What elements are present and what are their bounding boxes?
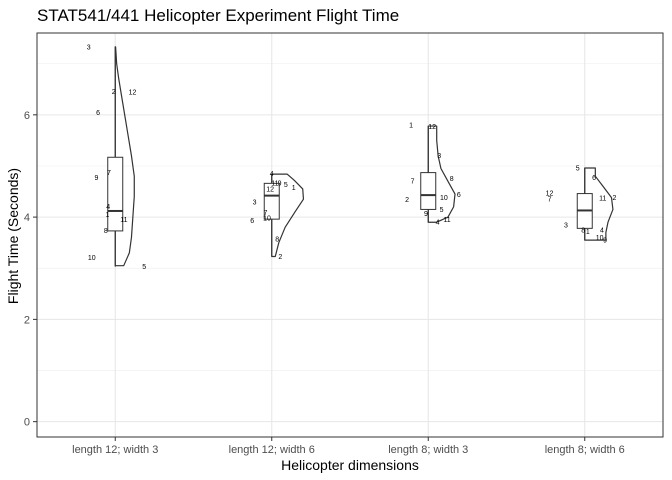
point-label: 7 xyxy=(411,178,415,185)
point-label: 3 xyxy=(87,44,91,51)
point-label: 2 xyxy=(112,89,116,96)
point-label: 12 xyxy=(266,186,274,193)
x-axis-title: Helicopter dimensions xyxy=(281,457,419,473)
y-tick-label: 2 xyxy=(24,314,30,326)
x-tick-label: length 8; width 6 xyxy=(545,444,625,456)
point-label: 5 xyxy=(284,182,288,189)
x-tick-label: length 12; width 3 xyxy=(72,444,158,456)
point-label: 11 xyxy=(271,180,278,187)
plot-panel xyxy=(37,33,663,437)
point-label: 11 xyxy=(120,217,127,224)
point-label: 6 xyxy=(592,175,596,182)
point-label: 6 xyxy=(457,192,461,199)
violin-plots xyxy=(114,46,614,267)
point-label: 6 xyxy=(96,110,100,117)
violin-shape xyxy=(271,173,305,258)
point-label: 1 xyxy=(292,185,296,192)
box-plots xyxy=(107,46,593,267)
point-label: 3 xyxy=(564,222,568,229)
point-label: 12 xyxy=(428,124,436,131)
point-label: 8 xyxy=(450,176,454,183)
point-label: 9 xyxy=(603,238,607,245)
violin-shape xyxy=(114,46,135,267)
box-body xyxy=(263,182,280,220)
point-label: 1 xyxy=(105,212,109,219)
point-label: 5 xyxy=(440,207,444,214)
x-tick-label: length 12; width 6 xyxy=(229,444,315,456)
point-label: 1 xyxy=(409,123,413,130)
point-label: 9 xyxy=(278,180,282,187)
y-tick-label: 0 xyxy=(24,417,30,429)
point-label: 9 xyxy=(95,175,99,182)
point-label: 6 xyxy=(250,218,254,225)
point-label: 2 xyxy=(613,195,617,202)
violin-shape xyxy=(584,167,614,241)
axes: 0 2 4 6 length 12; width 3 length 12; width 6… xyxy=(24,110,625,456)
y-axis-title: Flight Time (Seconds) xyxy=(5,168,21,304)
point-label: 2 xyxy=(278,254,282,261)
x-tick-label: length 8; width 3 xyxy=(388,444,468,456)
point-label: 7 xyxy=(107,170,111,177)
point-label: 3 xyxy=(253,199,257,206)
point-label: 5 xyxy=(142,264,146,271)
point-label: 10 xyxy=(596,235,604,242)
point-label: 3 xyxy=(437,153,441,160)
point-label: 10 xyxy=(88,255,96,262)
violin-shape xyxy=(427,125,456,223)
point-label: 1 xyxy=(586,229,590,236)
point-label: 2 xyxy=(405,197,409,204)
point-label: 5 xyxy=(576,166,580,173)
box-body xyxy=(420,172,437,210)
point-label: 8 xyxy=(275,237,279,244)
point-label: 12 xyxy=(129,89,137,96)
point-label: 12 xyxy=(546,191,554,198)
point-label: 11 xyxy=(599,196,606,203)
y-tick-label: 4 xyxy=(24,212,30,224)
point-label: 4 xyxy=(106,204,110,211)
point-label: 7 xyxy=(548,197,552,204)
point-label: 7 xyxy=(264,210,268,217)
point-label: 4 xyxy=(436,220,440,227)
point-label: 8 xyxy=(104,228,108,235)
point-label: 10 xyxy=(440,195,448,202)
chart-title: STAT541/441 Helicopter Experiment Flight… xyxy=(37,6,399,25)
point-label: 4 xyxy=(600,227,604,234)
box-body xyxy=(107,156,124,232)
point-label: 10 xyxy=(263,216,271,223)
plot-panel-border xyxy=(36,32,664,438)
point-label: 8 xyxy=(581,227,585,234)
point-label: 4 xyxy=(270,171,274,178)
point-label: 9 xyxy=(424,211,428,218)
y-tick-label: 6 xyxy=(24,110,30,122)
point-label: 11 xyxy=(443,217,450,224)
